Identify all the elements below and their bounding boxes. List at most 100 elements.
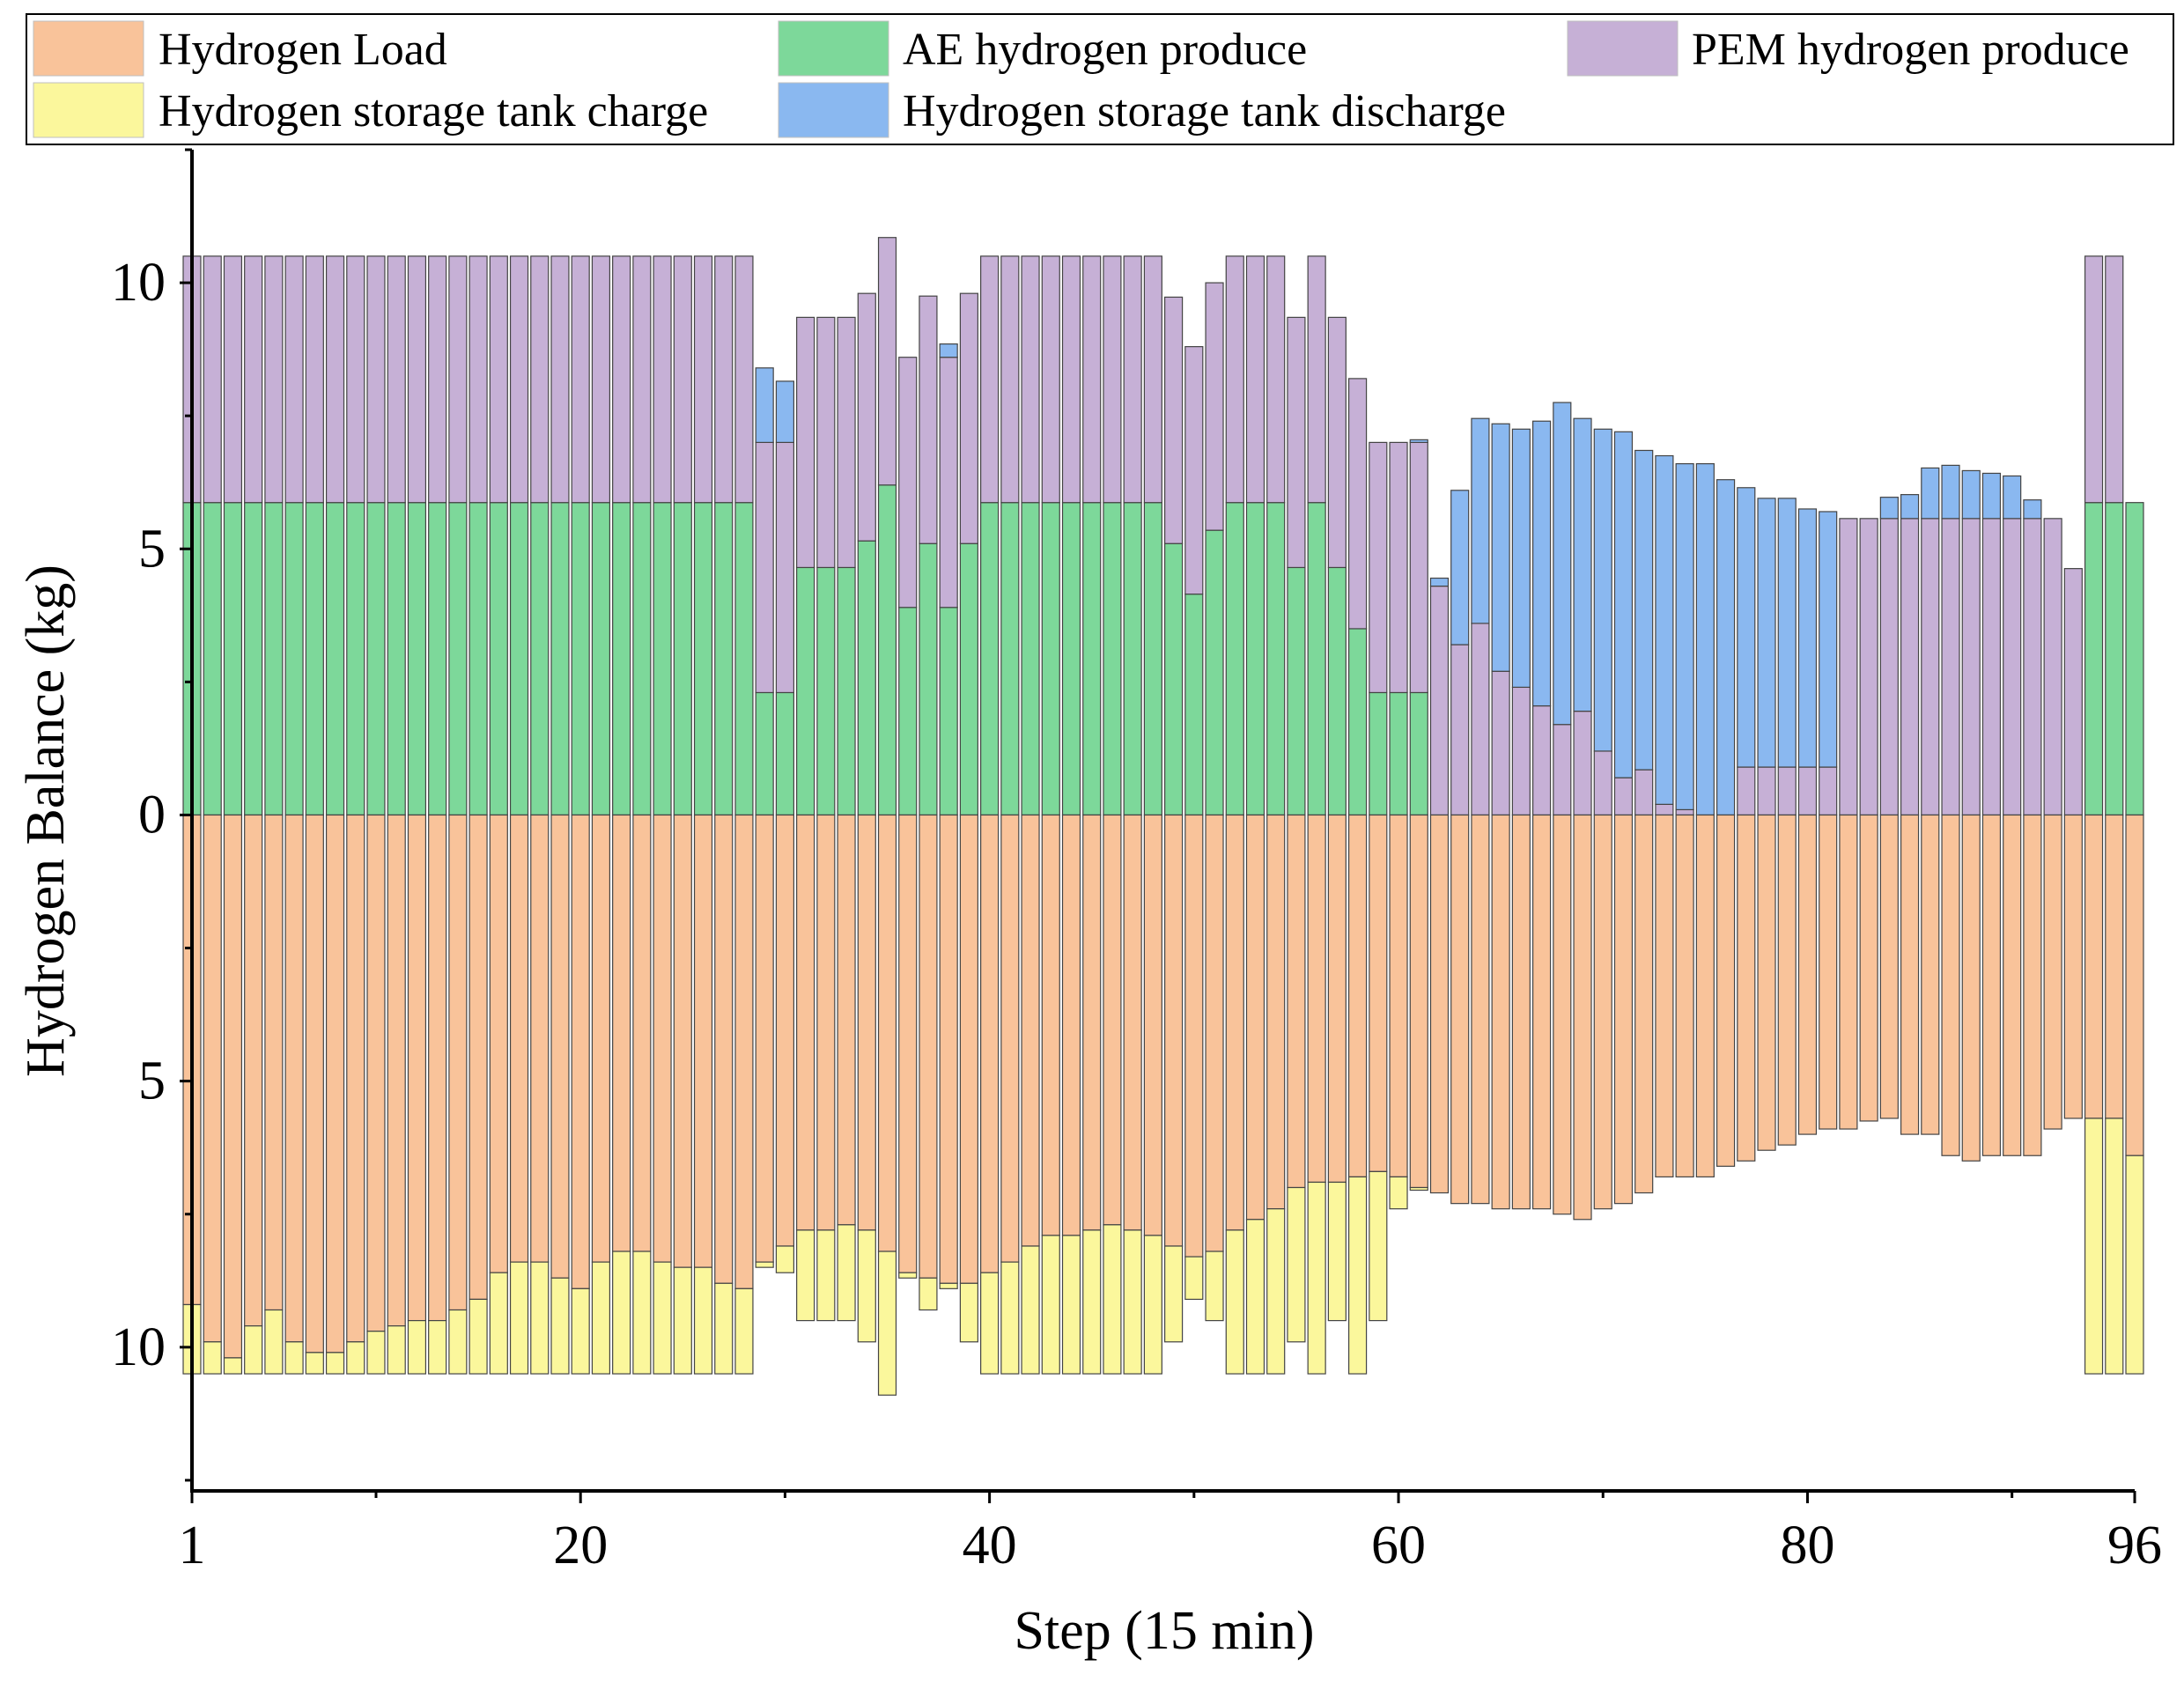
bar-hydrogen-storage-tank-discharge-step-80 [1797, 508, 1818, 768]
bar-pem-hydrogen-produce-step-28 [734, 255, 754, 504]
bar-pem-hydrogen-produce-step-68 [1553, 724, 1572, 816]
bar-hydrogen-storage-tank-charge-step-16 [489, 1272, 508, 1375]
bar-hydrogen-load-step-44 [1061, 814, 1081, 1236]
bar-hydrogen-storage-tank-charge-step-11 [387, 1325, 406, 1375]
bar-ae-hydrogen-produce-step-30 [775, 691, 794, 816]
bar-pem-hydrogen-produce-step-37 [919, 295, 938, 544]
bar-pem-hydrogen-produce-step-65 [1491, 670, 1510, 816]
bar-hydrogen-load-step-5 [264, 814, 284, 1311]
bar-pem-hydrogen-produce-step-6 [284, 255, 304, 504]
bar-hydrogen-load-step-21 [591, 814, 611, 1263]
bar-hydrogen-load-step-95 [2105, 814, 2124, 1119]
bar-hydrogen-storage-tank-discharge-step-76 [1715, 479, 1736, 816]
bar-pem-hydrogen-produce-step-26 [693, 255, 713, 504]
bar-hydrogen-storage-tank-discharge-step-87 [1941, 464, 1960, 520]
bar-hydrogen-load-step-39 [959, 814, 978, 1284]
bar-pem-hydrogen-produce-step-89 [1981, 518, 2002, 816]
bar-hydrogen-storage-tank-discharge-step-64 [1471, 417, 1490, 624]
bar-ae-hydrogen-produce-step-56 [1307, 502, 1326, 816]
bar-ae-hydrogen-produce-step-42 [1021, 502, 1040, 816]
bar-pem-hydrogen-produce-step-93 [2063, 568, 2083, 816]
bar-hydrogen-storage-tank-charge-step-34 [857, 1229, 876, 1343]
bar-hydrogen-load-step-35 [877, 814, 897, 1252]
bar-hydrogen-storage-tank-discharge-step-86 [1921, 467, 1940, 520]
bar-hydrogen-storage-tank-charge-step-4 [244, 1325, 263, 1375]
bar-hydrogen-load-step-30 [775, 814, 794, 1247]
legend: Hydrogen Load AE hydrogen produce PEM hy… [26, 13, 2174, 145]
bar-hydrogen-storage-tank-discharge-step-69 [1573, 417, 1592, 712]
bar-hydrogen-storage-tank-discharge-step-73 [1655, 454, 1674, 805]
bar-hydrogen-storage-tank-discharge-step-38 [939, 343, 958, 358]
x-tick-label: 80 [1780, 1516, 1834, 1575]
bar-pem-hydrogen-produce-step-86 [1921, 518, 1940, 816]
bar-pem-hydrogen-produce-step-8 [325, 255, 345, 504]
bar-hydrogen-load-step-93 [2063, 814, 2083, 1119]
bar-hydrogen-load-step-22 [612, 814, 631, 1252]
bar-pem-hydrogen-produce-step-40 [980, 255, 1000, 504]
bar-hydrogen-load-step-90 [2003, 814, 2022, 1156]
bar-pem-hydrogen-produce-step-85 [1900, 518, 1920, 816]
bar-pem-hydrogen-produce-step-23 [632, 255, 652, 504]
bar-hydrogen-load-step-75 [1695, 814, 1715, 1178]
bar-pem-hydrogen-produce-step-79 [1777, 766, 1797, 816]
bar-ae-hydrogen-produce-step-7 [305, 502, 324, 816]
bar-hydrogen-load-step-85 [1900, 814, 1920, 1135]
bar-ae-hydrogen-produce-step-13 [428, 502, 447, 816]
bar-ae-hydrogen-produce-step-55 [1287, 566, 1306, 816]
bar-hydrogen-load-step-50 [1184, 814, 1204, 1258]
bar-hydrogen-storage-tank-charge-step-58 [1348, 1176, 1368, 1375]
bar-ae-hydrogen-produce-step-11 [387, 502, 406, 816]
legend-label-storage-tank-charge: Hydrogen storage tank charge [159, 86, 708, 136]
bar-hydrogen-load-step-72 [1634, 814, 1654, 1194]
bar-pem-hydrogen-produce-step-38 [939, 357, 958, 609]
bar-hydrogen-load-step-69 [1573, 814, 1592, 1221]
bar-ae-hydrogen-produce-step-3 [223, 502, 243, 816]
x-tick-label: 40 [963, 1516, 1017, 1575]
bar-ae-hydrogen-produce-step-38 [939, 607, 958, 816]
bar-pem-hydrogen-produce-step-24 [653, 255, 672, 504]
bar-hydrogen-load-step-65 [1491, 814, 1510, 1210]
bar-pem-hydrogen-produce-step-25 [673, 255, 692, 504]
y-tick-label: 10 [111, 253, 166, 313]
bar-hydrogen-load-step-87 [1941, 814, 1960, 1156]
bar-hydrogen-storage-tank-charge-step-32 [816, 1229, 836, 1322]
bar-pem-hydrogen-produce-step-11 [387, 255, 406, 504]
bar-hydrogen-load-step-48 [1143, 814, 1162, 1236]
bar-pem-hydrogen-produce-step-18 [530, 255, 550, 504]
bar-ae-hydrogen-produce-step-44 [1061, 502, 1081, 816]
legend-swatch-ae-hydrogen-produce [778, 20, 889, 77]
bar-hydrogen-load-step-73 [1655, 814, 1674, 1178]
bar-ae-hydrogen-produce-step-14 [448, 502, 468, 816]
bar-ae-hydrogen-produce-step-95 [2105, 502, 2124, 816]
bar-ae-hydrogen-produce-step-22 [612, 502, 631, 816]
bar-pem-hydrogen-produce-step-33 [837, 316, 856, 569]
bar-ae-hydrogen-produce-step-10 [366, 502, 386, 816]
bar-pem-hydrogen-produce-step-83 [1859, 518, 1878, 816]
bar-hydrogen-storage-tank-charge-step-41 [1000, 1261, 1020, 1375]
bar-hydrogen-load-step-77 [1737, 814, 1756, 1162]
bar-hydrogen-storage-tank-charge-step-2 [203, 1341, 222, 1375]
bar-hydrogen-storage-tank-discharge-step-62 [1429, 577, 1450, 587]
bar-ae-hydrogen-produce-step-45 [1082, 502, 1102, 816]
bar-hydrogen-storage-tank-discharge-step-68 [1553, 402, 1572, 726]
bar-pem-hydrogen-produce-step-17 [509, 255, 529, 504]
bar-ae-hydrogen-produce-step-35 [877, 484, 897, 816]
bar-pem-hydrogen-produce-step-3 [223, 255, 243, 504]
bar-hydrogen-storage-tank-charge-step-18 [530, 1261, 550, 1375]
bar-pem-hydrogen-produce-step-14 [448, 255, 468, 504]
bar-pem-hydrogen-produce-step-19 [550, 255, 570, 504]
bar-hydrogen-load-step-36 [898, 814, 918, 1273]
bar-pem-hydrogen-produce-step-46 [1103, 255, 1122, 504]
bar-ae-hydrogen-produce-step-8 [325, 502, 345, 816]
bar-hydrogen-load-step-43 [1041, 814, 1060, 1236]
bar-pem-hydrogen-produce-step-5 [264, 255, 284, 504]
bar-hydrogen-storage-tank-discharge-step-65 [1491, 423, 1510, 672]
bar-ae-hydrogen-produce-step-48 [1143, 502, 1162, 816]
bar-hydrogen-storage-tank-charge-step-5 [264, 1309, 284, 1375]
bar-hydrogen-storage-tank-charge-step-39 [959, 1282, 978, 1343]
bar-hydrogen-storage-tank-charge-step-13 [428, 1319, 447, 1375]
bar-pem-hydrogen-produce-step-36 [898, 357, 918, 609]
bar-hydrogen-load-step-14 [448, 814, 468, 1311]
bar-ae-hydrogen-produce-step-17 [509, 502, 529, 816]
